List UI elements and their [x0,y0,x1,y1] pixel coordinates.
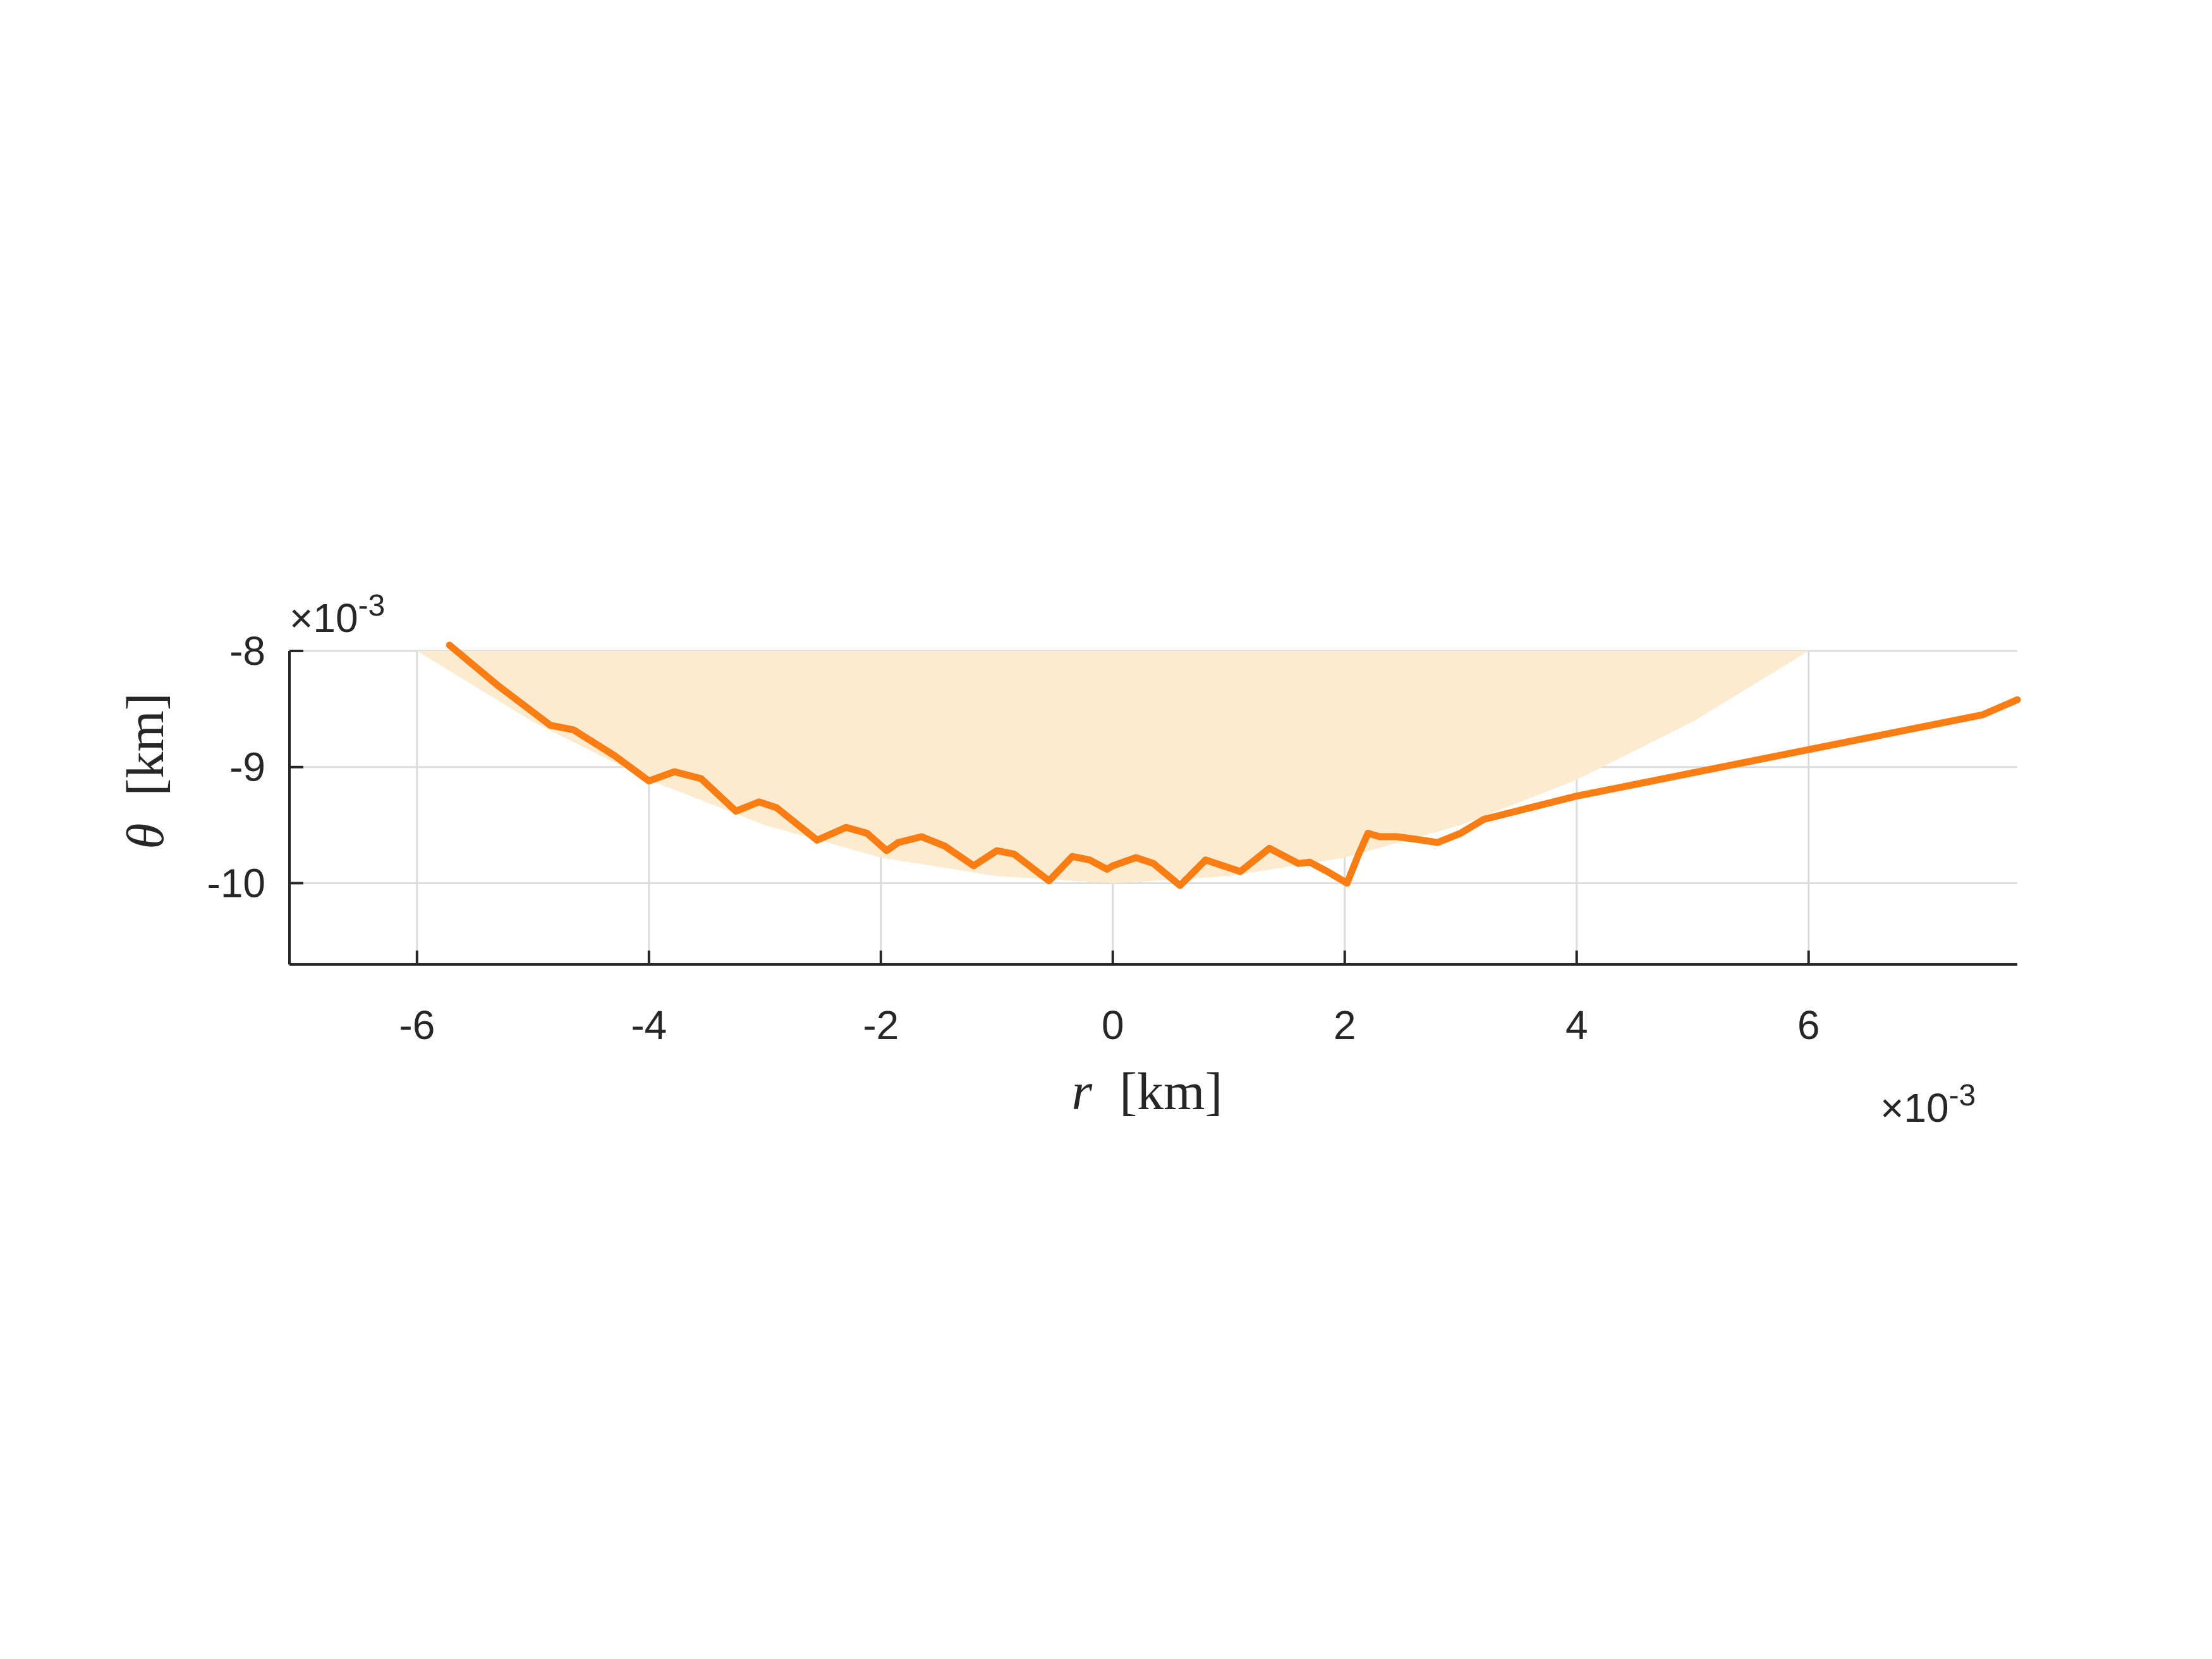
y-axis-exponent: ×10-3 [289,589,385,641]
x-tick-label: -2 [863,1002,899,1048]
x-tick-label: 4 [1565,1002,1588,1048]
series-lines [446,641,2021,889]
y-tick-labels: -8 -9 -10 [207,628,266,906]
x-tick-labels: -6 -4 -2 0 2 4 6 [399,1002,1820,1048]
x-exponent-power: -3 [1949,1079,1976,1112]
x-axis-symbol: r [1072,1062,1093,1121]
x-exponent-base: ×10 [1880,1085,1949,1131]
x-axis-exponent: ×10-3 [1880,1079,1976,1131]
confidence-band [416,651,1809,884]
y-axis-label: θ [km] [116,693,175,849]
x-tick-label: -4 [631,1002,667,1048]
axes [288,650,2017,966]
y-exponent-base: ×10 [289,595,358,641]
x-axis-unit: [km] [1119,1062,1222,1121]
band-area [416,651,1809,884]
x-tick-label: 6 [1797,1002,1820,1048]
y-tick-label: -8 [229,628,265,674]
y-axis-unit: [km] [116,693,175,796]
x-tick-label: 2 [1334,1002,1356,1048]
y-exponent-power: -3 [358,589,386,623]
y-tick-label: -10 [207,860,266,906]
y-tick-label: -9 [229,744,265,790]
series-line [446,641,2021,889]
y-axis-symbol: θ [116,823,175,849]
x-tick-label: 0 [1102,1002,1124,1048]
x-axis-label: r [km] [1072,1062,1223,1121]
x-tick-label: -6 [399,1002,435,1048]
